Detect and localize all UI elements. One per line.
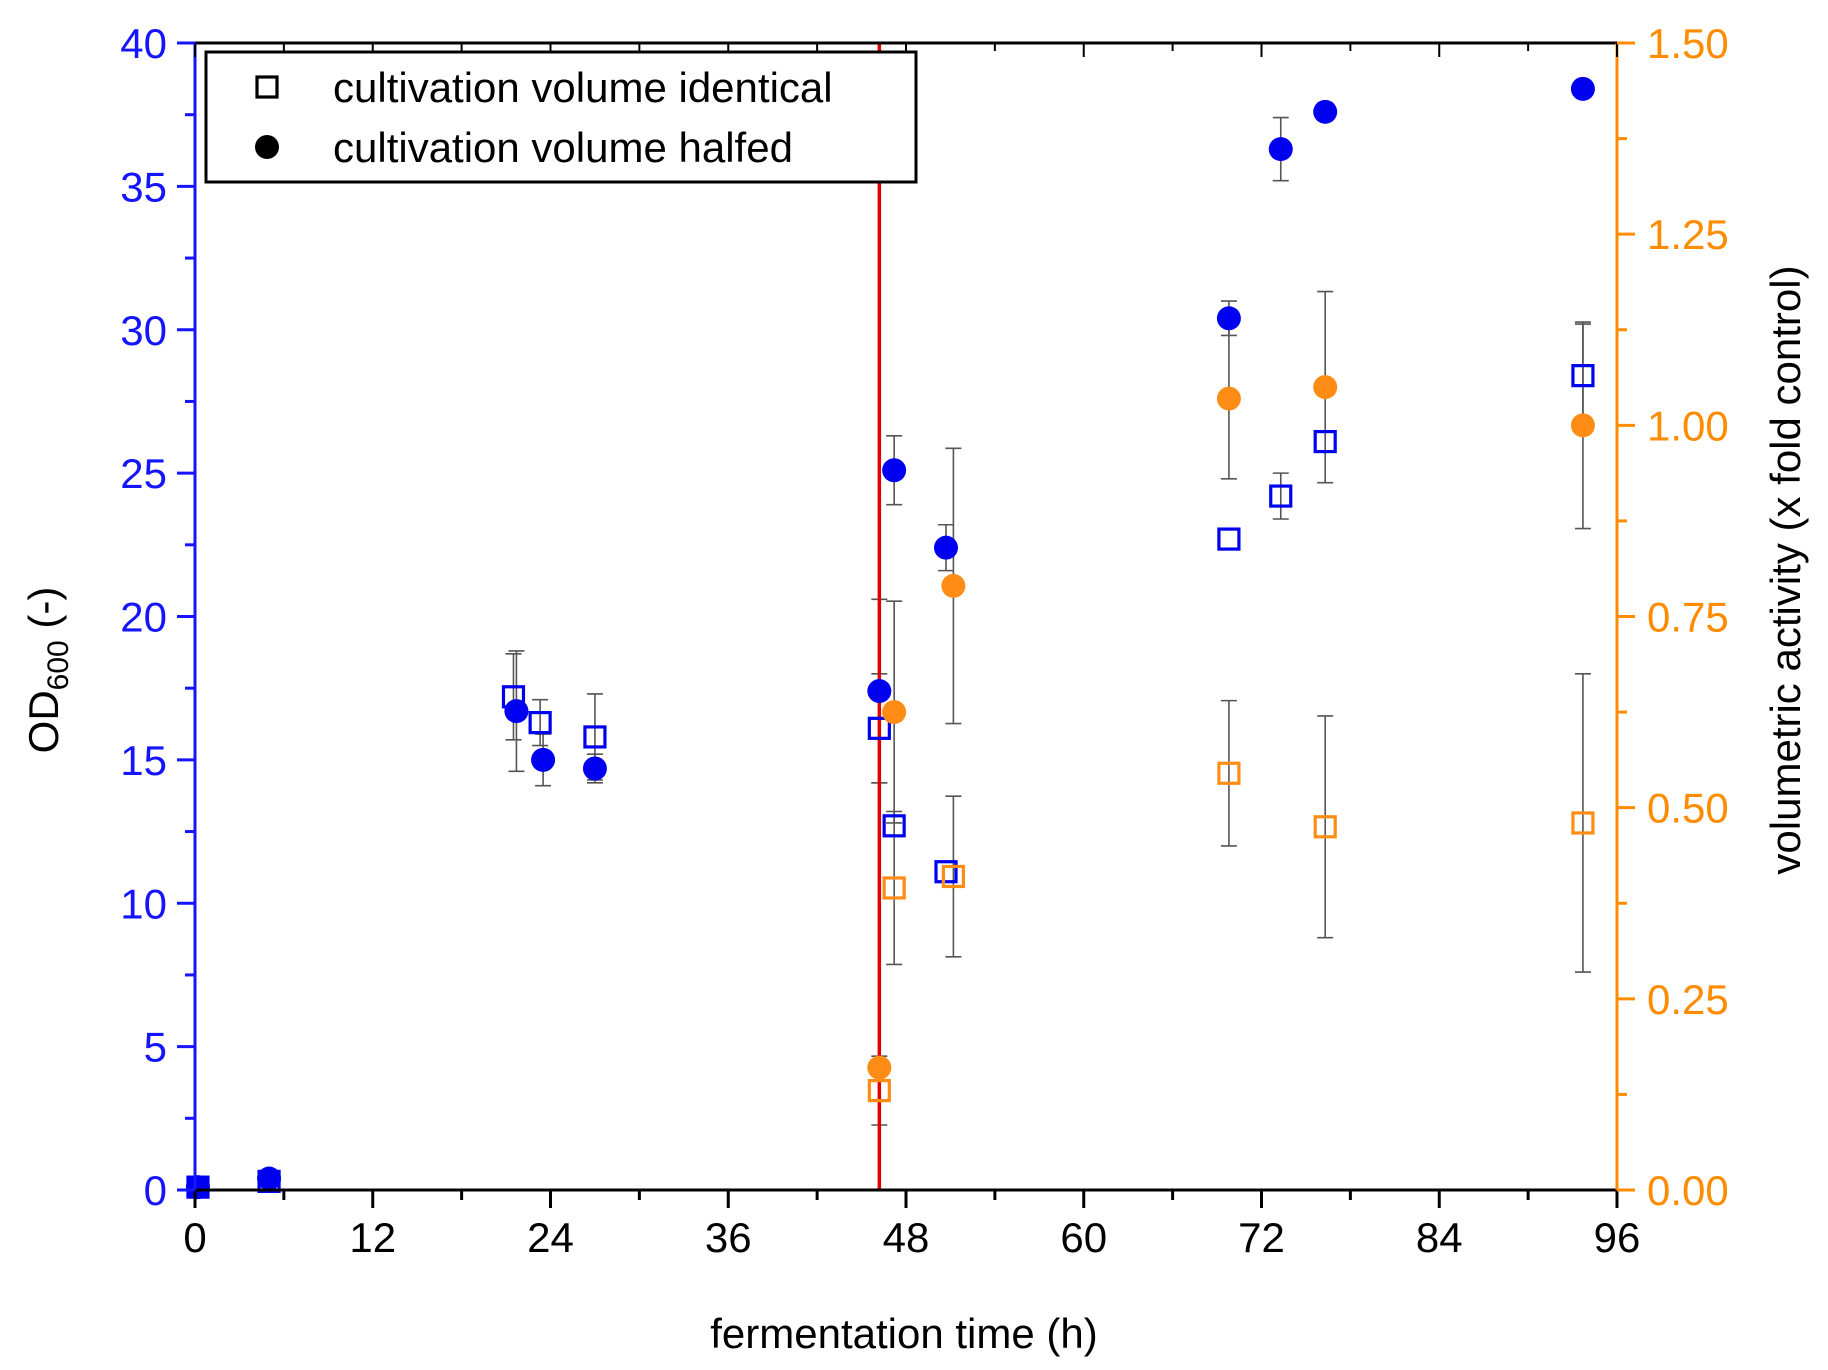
data-point-square: [583, 725, 607, 749]
y-left-tick-label: 40: [120, 20, 167, 67]
series-open-square-right: [867, 761, 1595, 1103]
data-point-square: [1217, 761, 1241, 785]
y-left-tick-label: 15: [120, 737, 167, 784]
x-tick-label: 96: [1594, 1214, 1641, 1261]
legend-marker-square: [255, 75, 279, 99]
y-axis-right-label: volumetric activity (x fold control): [1762, 265, 1809, 874]
series-filled-circle-left: [185, 76, 1595, 1200]
y-right-tick-label: 1.25: [1647, 211, 1729, 258]
data-point-square: [1269, 484, 1293, 508]
data-point-square: [1313, 815, 1337, 839]
x-tick-label: 60: [1060, 1214, 1107, 1261]
x-tick-label: 36: [705, 1214, 752, 1261]
data-point-circle: [933, 535, 958, 560]
y-right-tick-label: 0.00: [1647, 1167, 1729, 1214]
data-point-square: [941, 864, 966, 889]
data-point-square: [867, 1078, 891, 1103]
legend-entry-label: cultivation volume halfed: [333, 124, 793, 171]
data-point-circle: [941, 573, 966, 598]
legend-marker-circle: [255, 135, 279, 159]
data-point-circle: [867, 1055, 892, 1080]
data-point-circle: [1313, 375, 1338, 400]
data-series: [185, 76, 1595, 1200]
data-point-square: [1571, 364, 1595, 388]
y-right-tick-label: 0.25: [1647, 976, 1729, 1023]
data-point-circle: [882, 458, 907, 483]
data-point-square: [882, 814, 906, 838]
data-point-square: [1571, 811, 1595, 835]
data-point-circle: [867, 679, 892, 704]
legend-box: [204, 50, 918, 184]
y-left-tick-label: 5: [144, 1024, 167, 1071]
y-left-tick-label: 0: [144, 1167, 167, 1214]
data-point-square: [867, 716, 891, 740]
data-point-circle: [531, 747, 556, 772]
data-point-square: [1313, 429, 1337, 454]
x-tick-label: 48: [883, 1214, 930, 1261]
y-right-tick-label: 0.75: [1647, 594, 1729, 641]
series-filled-circle-right: [867, 375, 1595, 1080]
y-left-tick-label: 10: [120, 880, 167, 927]
data-point-square: [1217, 527, 1241, 551]
data-point-circle: [185, 1175, 210, 1200]
x-tick-label: 0: [183, 1214, 206, 1261]
series-open-square-left: [186, 364, 1595, 1199]
y-right-tick-label: 0.50: [1647, 785, 1729, 832]
y-axis-left-label: OD600 (-): [20, 587, 75, 754]
data-point-square: [528, 710, 552, 735]
data-point-square: [934, 860, 958, 884]
y-left-tick-label: 20: [120, 594, 167, 641]
legend: cultivation volume identical cultivation …: [204, 50, 918, 184]
y-left-tick-label: 25: [120, 450, 167, 497]
data-point-circle: [504, 699, 529, 724]
error-bars: [505, 102, 1591, 1126]
data-point-circle: [882, 700, 907, 725]
data-point-circle: [582, 756, 607, 781]
legend-entry-label: cultivation volume identical: [333, 64, 833, 111]
x-axis-label: fermentation time (h): [710, 1310, 1097, 1357]
data-point-circle: [1313, 99, 1338, 124]
data-point-circle: [1216, 386, 1241, 411]
data-point-circle: [1570, 76, 1595, 101]
y-left-tick-label: 35: [120, 163, 167, 210]
data-point-circle: [1570, 413, 1595, 438]
y-right-tick-label: 1.00: [1647, 402, 1729, 449]
y-right-tick-label: 1.50: [1647, 20, 1729, 67]
data-point-circle: [1268, 137, 1293, 162]
axes: 0 12 24 36 48 60 72 84 96 0 5 10 15 20 25 30 35 40 0.00 0.2…: [120, 20, 1728, 1261]
data-point-circle: [257, 1166, 282, 1191]
y-axis-left-label-main: OD: [20, 690, 67, 753]
data-point-circle: [1216, 306, 1241, 331]
x-tick-label: 72: [1238, 1214, 1285, 1261]
y-left-tick-label: 30: [120, 307, 167, 354]
x-tick-label: 12: [349, 1214, 396, 1261]
x-tick-label: 84: [1416, 1214, 1463, 1261]
y-axis-left-label-subscript: 600: [42, 640, 75, 690]
y-axis-left-label-suffix: (-): [20, 587, 67, 641]
data-point-square: [882, 876, 906, 900]
x-tick-label: 24: [527, 1214, 574, 1261]
